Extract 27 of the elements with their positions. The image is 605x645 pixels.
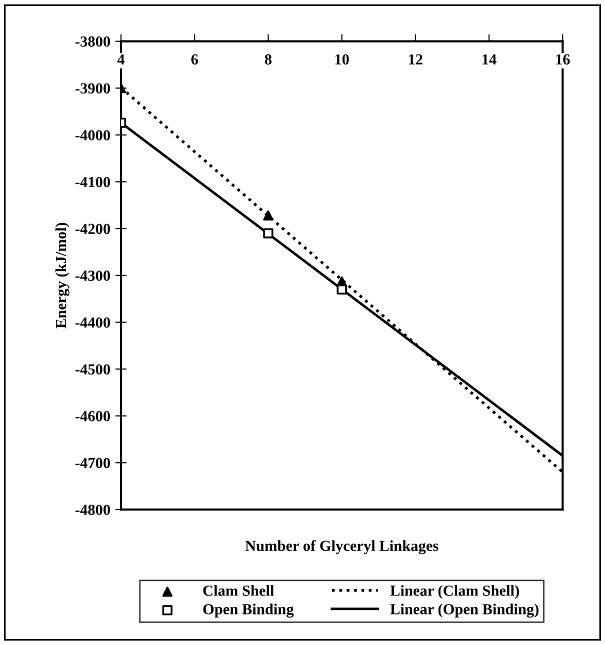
x-tick-label: 4 (117, 54, 125, 64)
x-tick-label: 8 (264, 54, 272, 65)
y-tick-label: -3900 (76, 83, 110, 94)
legend-label: Linear (Open Binding) (390, 604, 539, 618)
point (336, 284, 347, 295)
x-tick-label: 14 (482, 54, 496, 64)
y-tick-label: -4200 (76, 224, 110, 234)
y-tick-label: -4600 (76, 411, 110, 422)
y-tick-label: -4100 (76, 176, 110, 188)
x-tick-label: 6 (191, 54, 198, 65)
y-tick-label: -4800 (76, 504, 110, 515)
x-axis-title: Number of Glyceryl Linkages (245, 540, 438, 554)
point (263, 228, 274, 238)
x-tick-label: 10 (335, 54, 349, 65)
legend-label: Open Binding (203, 604, 294, 618)
x-tick-label: 16 (556, 54, 570, 65)
y-tick-label: -4500 (76, 364, 110, 375)
point (263, 210, 274, 221)
legend-label: Linear (Clam Shell) (390, 585, 519, 599)
legend-label: Clam Shell (203, 585, 274, 596)
y-tick-label: -4000 (76, 130, 110, 140)
y-tick-label: -4400 (76, 317, 110, 328)
y-tick-label: -4300 (76, 270, 110, 281)
y-tick-label: -4700 (76, 458, 110, 468)
y-axis-title: Energy (kJ/mol) (55, 222, 70, 328)
x-tick-label: 12 (409, 54, 422, 64)
y-tick-label: -3800 (76, 36, 110, 47)
